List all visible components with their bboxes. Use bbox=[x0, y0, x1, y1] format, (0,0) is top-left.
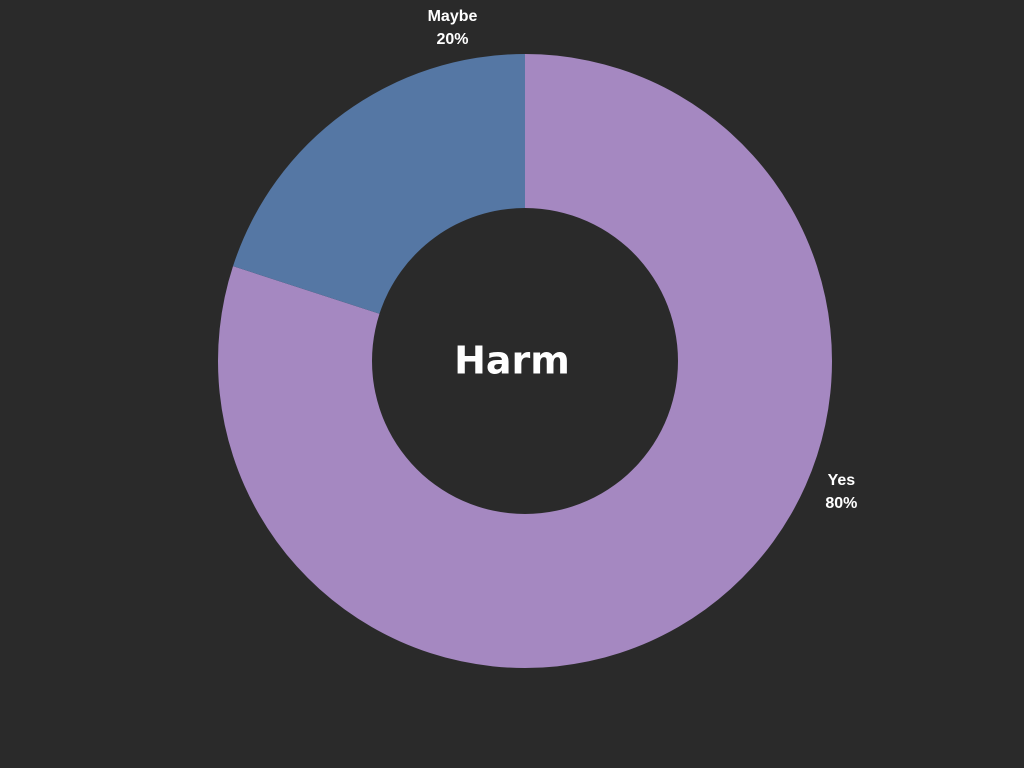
slice-labels: Yes 80% Maybe 20% bbox=[428, 8, 858, 512]
slices bbox=[218, 54, 833, 668]
slice-maybe bbox=[233, 54, 526, 314]
slice-yes bbox=[218, 54, 833, 668]
slice-value-label: 20% bbox=[436, 31, 468, 48]
slice-category-label: Maybe bbox=[428, 8, 478, 25]
slice-label-maybe: Maybe 20% bbox=[428, 8, 478, 48]
slice-value-label: 80% bbox=[825, 495, 857, 512]
slice-category-label: Yes bbox=[828, 472, 856, 489]
chart-title: Harm bbox=[454, 339, 570, 383]
slice-label-yes: Yes 80% bbox=[825, 472, 857, 512]
